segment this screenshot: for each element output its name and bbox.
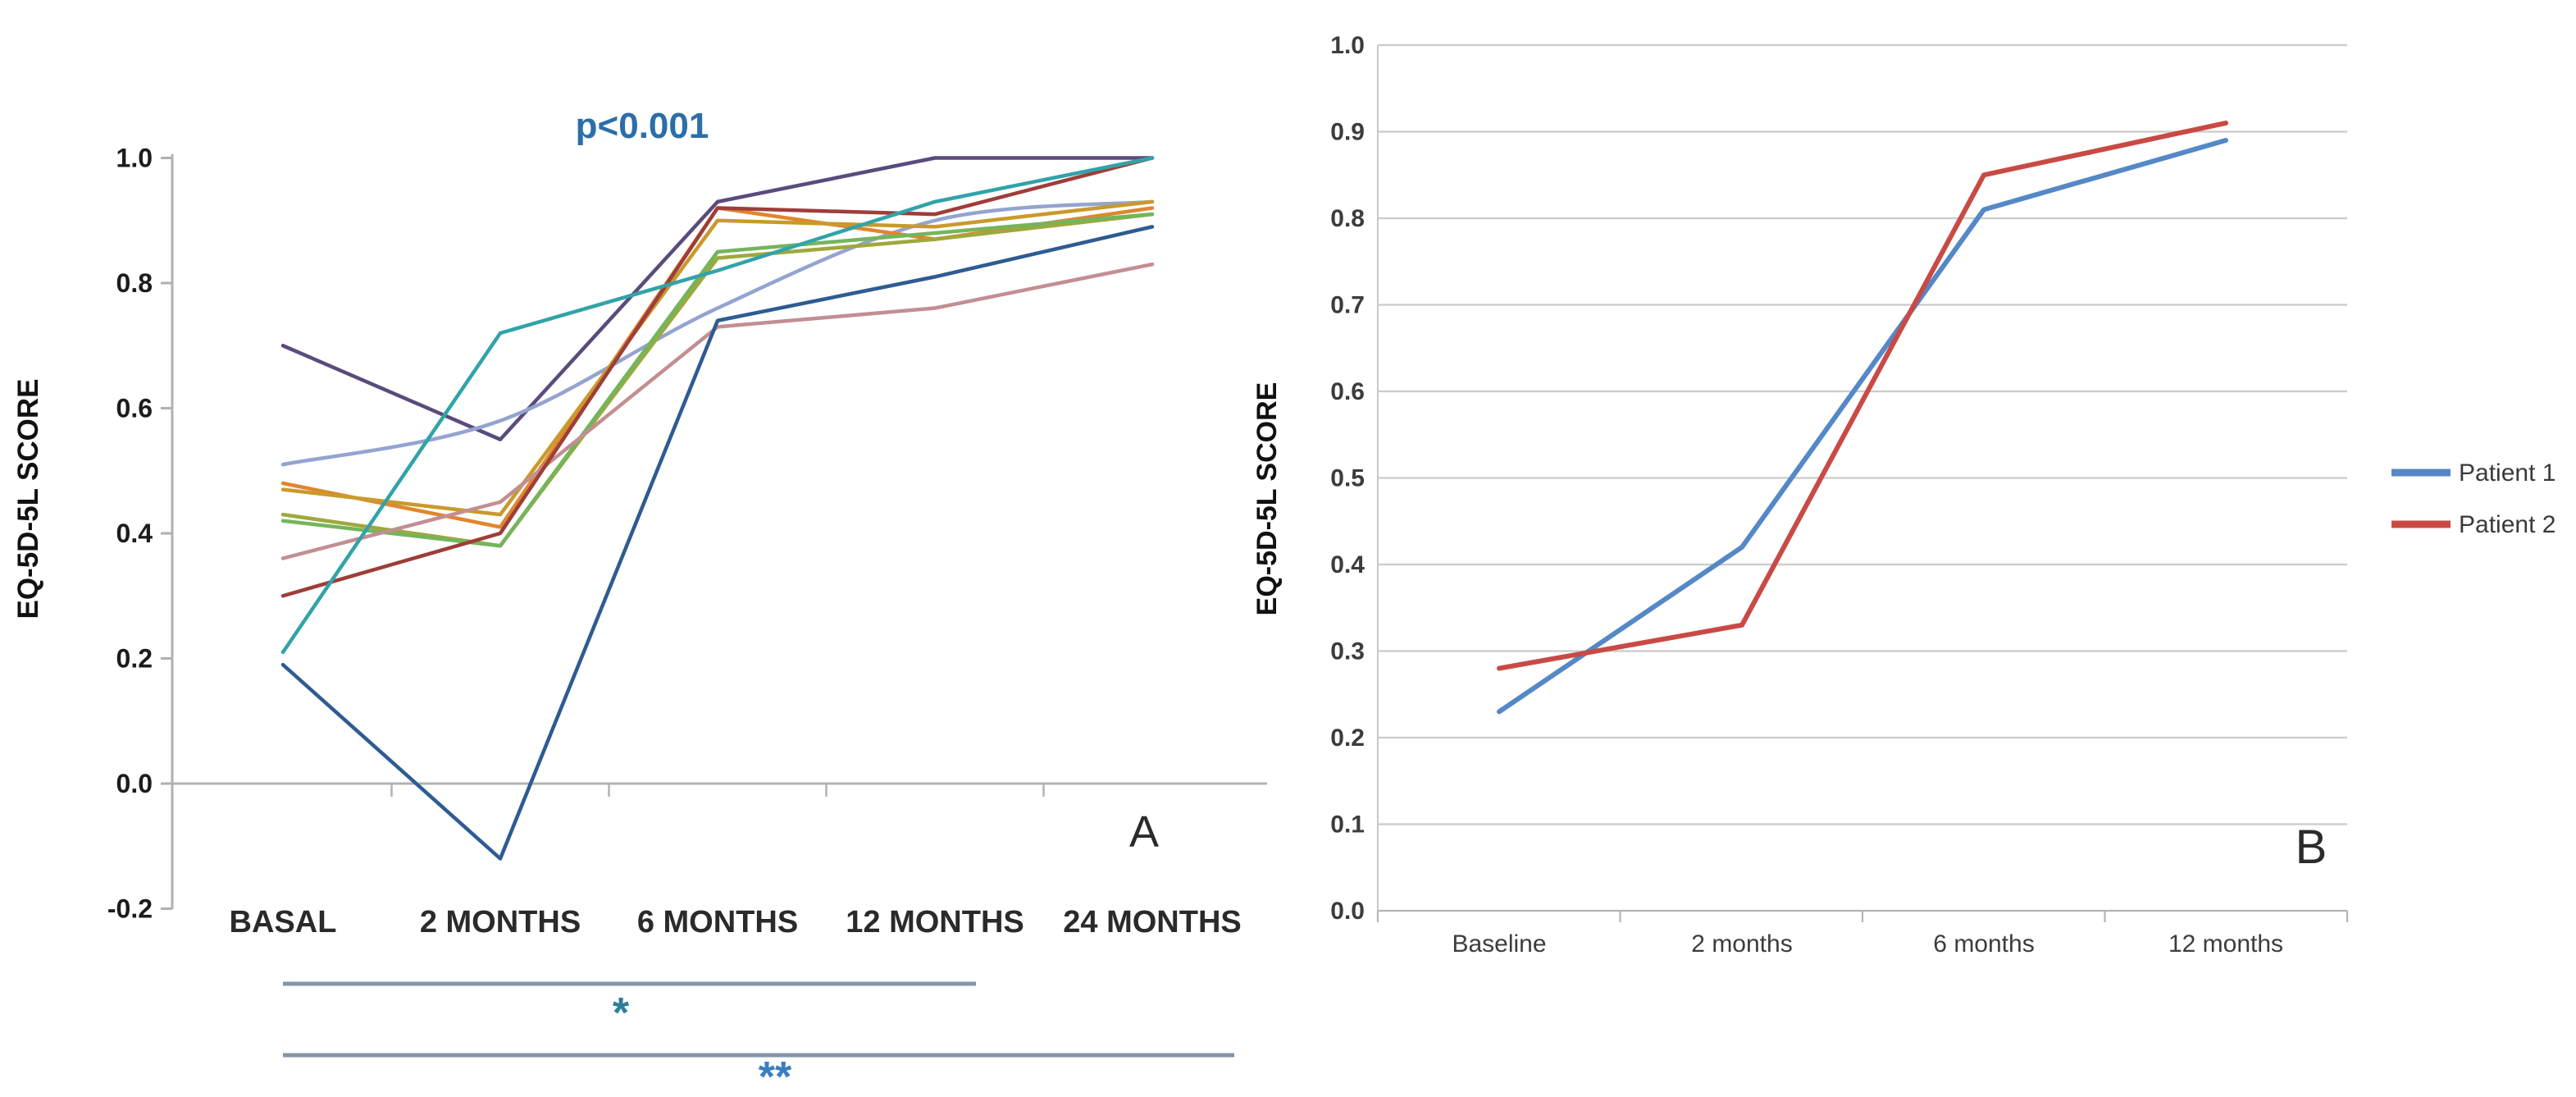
panel-b-y-tick-label: 0.1: [1330, 811, 1365, 839]
panel-a-y-tick-label: 0.8: [116, 268, 153, 298]
panel-a-series-line-navy: [280, 225, 1155, 861]
panel-b-y-tick-label: 0.2: [1330, 724, 1365, 752]
panel-a-category-label: 24 MONTHS: [1063, 905, 1241, 939]
panel-a-significance-star-2: **: [759, 1054, 792, 1093]
panel-b-y-tick-label: 0.8: [1330, 205, 1365, 232]
panel-a-y-tick-label: 1.0: [116, 144, 153, 173]
panel-b-label: B: [2296, 820, 2328, 874]
panel-b-y-tick-label: 0.4: [1330, 551, 1365, 578]
panel-a-series-line-rose: [280, 262, 1155, 560]
panel-b-y-tick-label: 0.5: [1330, 465, 1365, 492]
panel-a-series-line-gold: [280, 199, 1155, 517]
panel-b-y-tick-label: 0.0: [1330, 898, 1365, 925]
panel-b-series-patient-1: [1497, 138, 2228, 715]
panel-a-series-line-periwinkle: [280, 199, 1155, 467]
panel-a-category-label: 2 MONTHS: [420, 905, 581, 939]
panel-a-series-line-green: [280, 212, 1155, 548]
legend-label-patient-1: Patient 1: [2459, 459, 2555, 487]
panel-b-y-tick-label: 0.9: [1330, 119, 1365, 146]
panel-a-y-tick-label: 0.2: [116, 644, 153, 674]
panel-a-category-label: 12 MONTHS: [846, 905, 1024, 939]
panel-b-y-axis-title: EQ-5D-5L SCORE: [1252, 382, 1283, 616]
panel-a-series-line-teal: [280, 156, 1155, 655]
panel-b-category-label: Baseline: [1452, 930, 1546, 958]
panel-a-series-line-olive: [280, 212, 1155, 548]
panel-b-category-label: 2 months: [1691, 930, 1792, 958]
panel-a-y-tick-label: 0.6: [116, 394, 153, 423]
panel-b-y-tick-label: 0.7: [1330, 292, 1365, 319]
panel-a-significance-star-1: *: [613, 990, 630, 1037]
panel-b-series-patient-2: [1497, 120, 2228, 671]
panel-a-y-tick-label: 0.4: [116, 519, 153, 548]
panel-a-y-tick-label: -0.2: [107, 894, 153, 924]
panel-b-y-tick-label: 0.3: [1330, 638, 1365, 665]
panel-a-y-axis-title: EQ-5D-5L SCORE: [12, 378, 44, 619]
panel-a-label: A: [1129, 807, 1159, 857]
panel-b-category-label: 12 months: [2168, 930, 2283, 958]
panel-b-category-label: 6 months: [1933, 930, 2034, 958]
panel-b-y-tick-label: 0.6: [1330, 378, 1365, 405]
panel-a-series-line-crimson: [280, 156, 1155, 598]
panel-a-pvalue-annotation: p<0.001: [576, 106, 709, 146]
panel-b-y-tick-label: 1.0: [1330, 32, 1365, 59]
panel-a-y-tick-label: 0.0: [116, 769, 153, 798]
panel-a-category-label: 6 MONTHS: [637, 905, 798, 939]
panel-a-category-label: BASAL: [230, 905, 337, 939]
legend-label-patient-2: Patient 2: [2459, 511, 2555, 538]
panel-a-series-line-purple: [280, 156, 1155, 441]
